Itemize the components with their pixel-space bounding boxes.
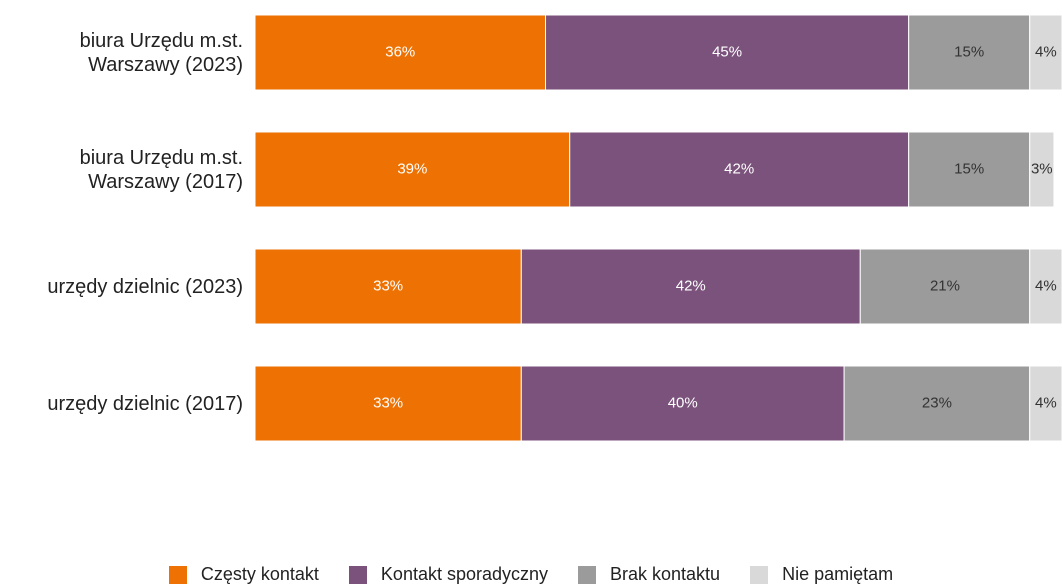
bar-segment — [1029, 248, 1062, 325]
value-label: 3% — [1031, 160, 1053, 177]
legend-label: Nie pamiętam — [782, 564, 894, 584]
value-label: 4% — [1035, 394, 1057, 411]
legend-item: Częsty kontakt — [168, 564, 319, 585]
bar-segment — [254, 131, 571, 208]
value-label: 21% — [930, 277, 960, 294]
legend-swatch — [750, 565, 769, 584]
value-label: 36% — [385, 43, 415, 60]
bar-segment — [254, 248, 522, 325]
bar-segment — [254, 14, 547, 91]
value-label: 33% — [373, 277, 403, 294]
legend-label: Kontakt sporadyczny — [380, 564, 549, 584]
value-label: 42% — [676, 277, 706, 294]
bar-segment — [254, 365, 522, 442]
bar-segment — [1029, 131, 1055, 208]
bar-segment — [908, 14, 1031, 91]
legend-item: Brak kontaktu — [578, 564, 720, 585]
bar-segment — [569, 131, 910, 208]
legend-item: Nie pamiętam — [750, 564, 893, 585]
value-label: 15% — [954, 43, 984, 60]
legend-swatch — [348, 565, 367, 584]
legend-item: Kontakt sporadyczny — [348, 564, 549, 585]
value-label: 45% — [712, 43, 742, 60]
value-label: 40% — [668, 394, 698, 411]
value-label: 39% — [397, 160, 427, 177]
category-label: biura Urzędu m.st. Warszawy (2023) — [79, 29, 243, 76]
legend-label: Częsty kontakt — [200, 564, 319, 584]
category-label: urzędy dzielnic (2023) — [47, 275, 243, 298]
bar-segment — [520, 248, 861, 325]
legend-label: Brak kontaktu — [610, 564, 721, 584]
legend-swatch — [578, 565, 597, 584]
value-label: 4% — [1035, 43, 1057, 60]
category-label: urzędy dzielnic (2017) — [47, 392, 243, 415]
legend: Częsty kontakt Kontakt sporadyczny Brak ko… — [0, 564, 1062, 585]
value-label: 33% — [373, 394, 403, 411]
value-label: 15% — [954, 160, 984, 177]
bar-segment — [908, 131, 1031, 208]
legend-swatch — [168, 565, 187, 584]
value-label: 23% — [922, 394, 952, 411]
bar-segment — [545, 14, 910, 91]
bar-segment — [520, 365, 845, 442]
value-label: 4% — [1035, 277, 1057, 294]
category-label: biura Urzędu m.st. Warszawy (2017) — [79, 146, 243, 193]
bar-segment — [859, 248, 1031, 325]
value-label: 42% — [724, 160, 754, 177]
